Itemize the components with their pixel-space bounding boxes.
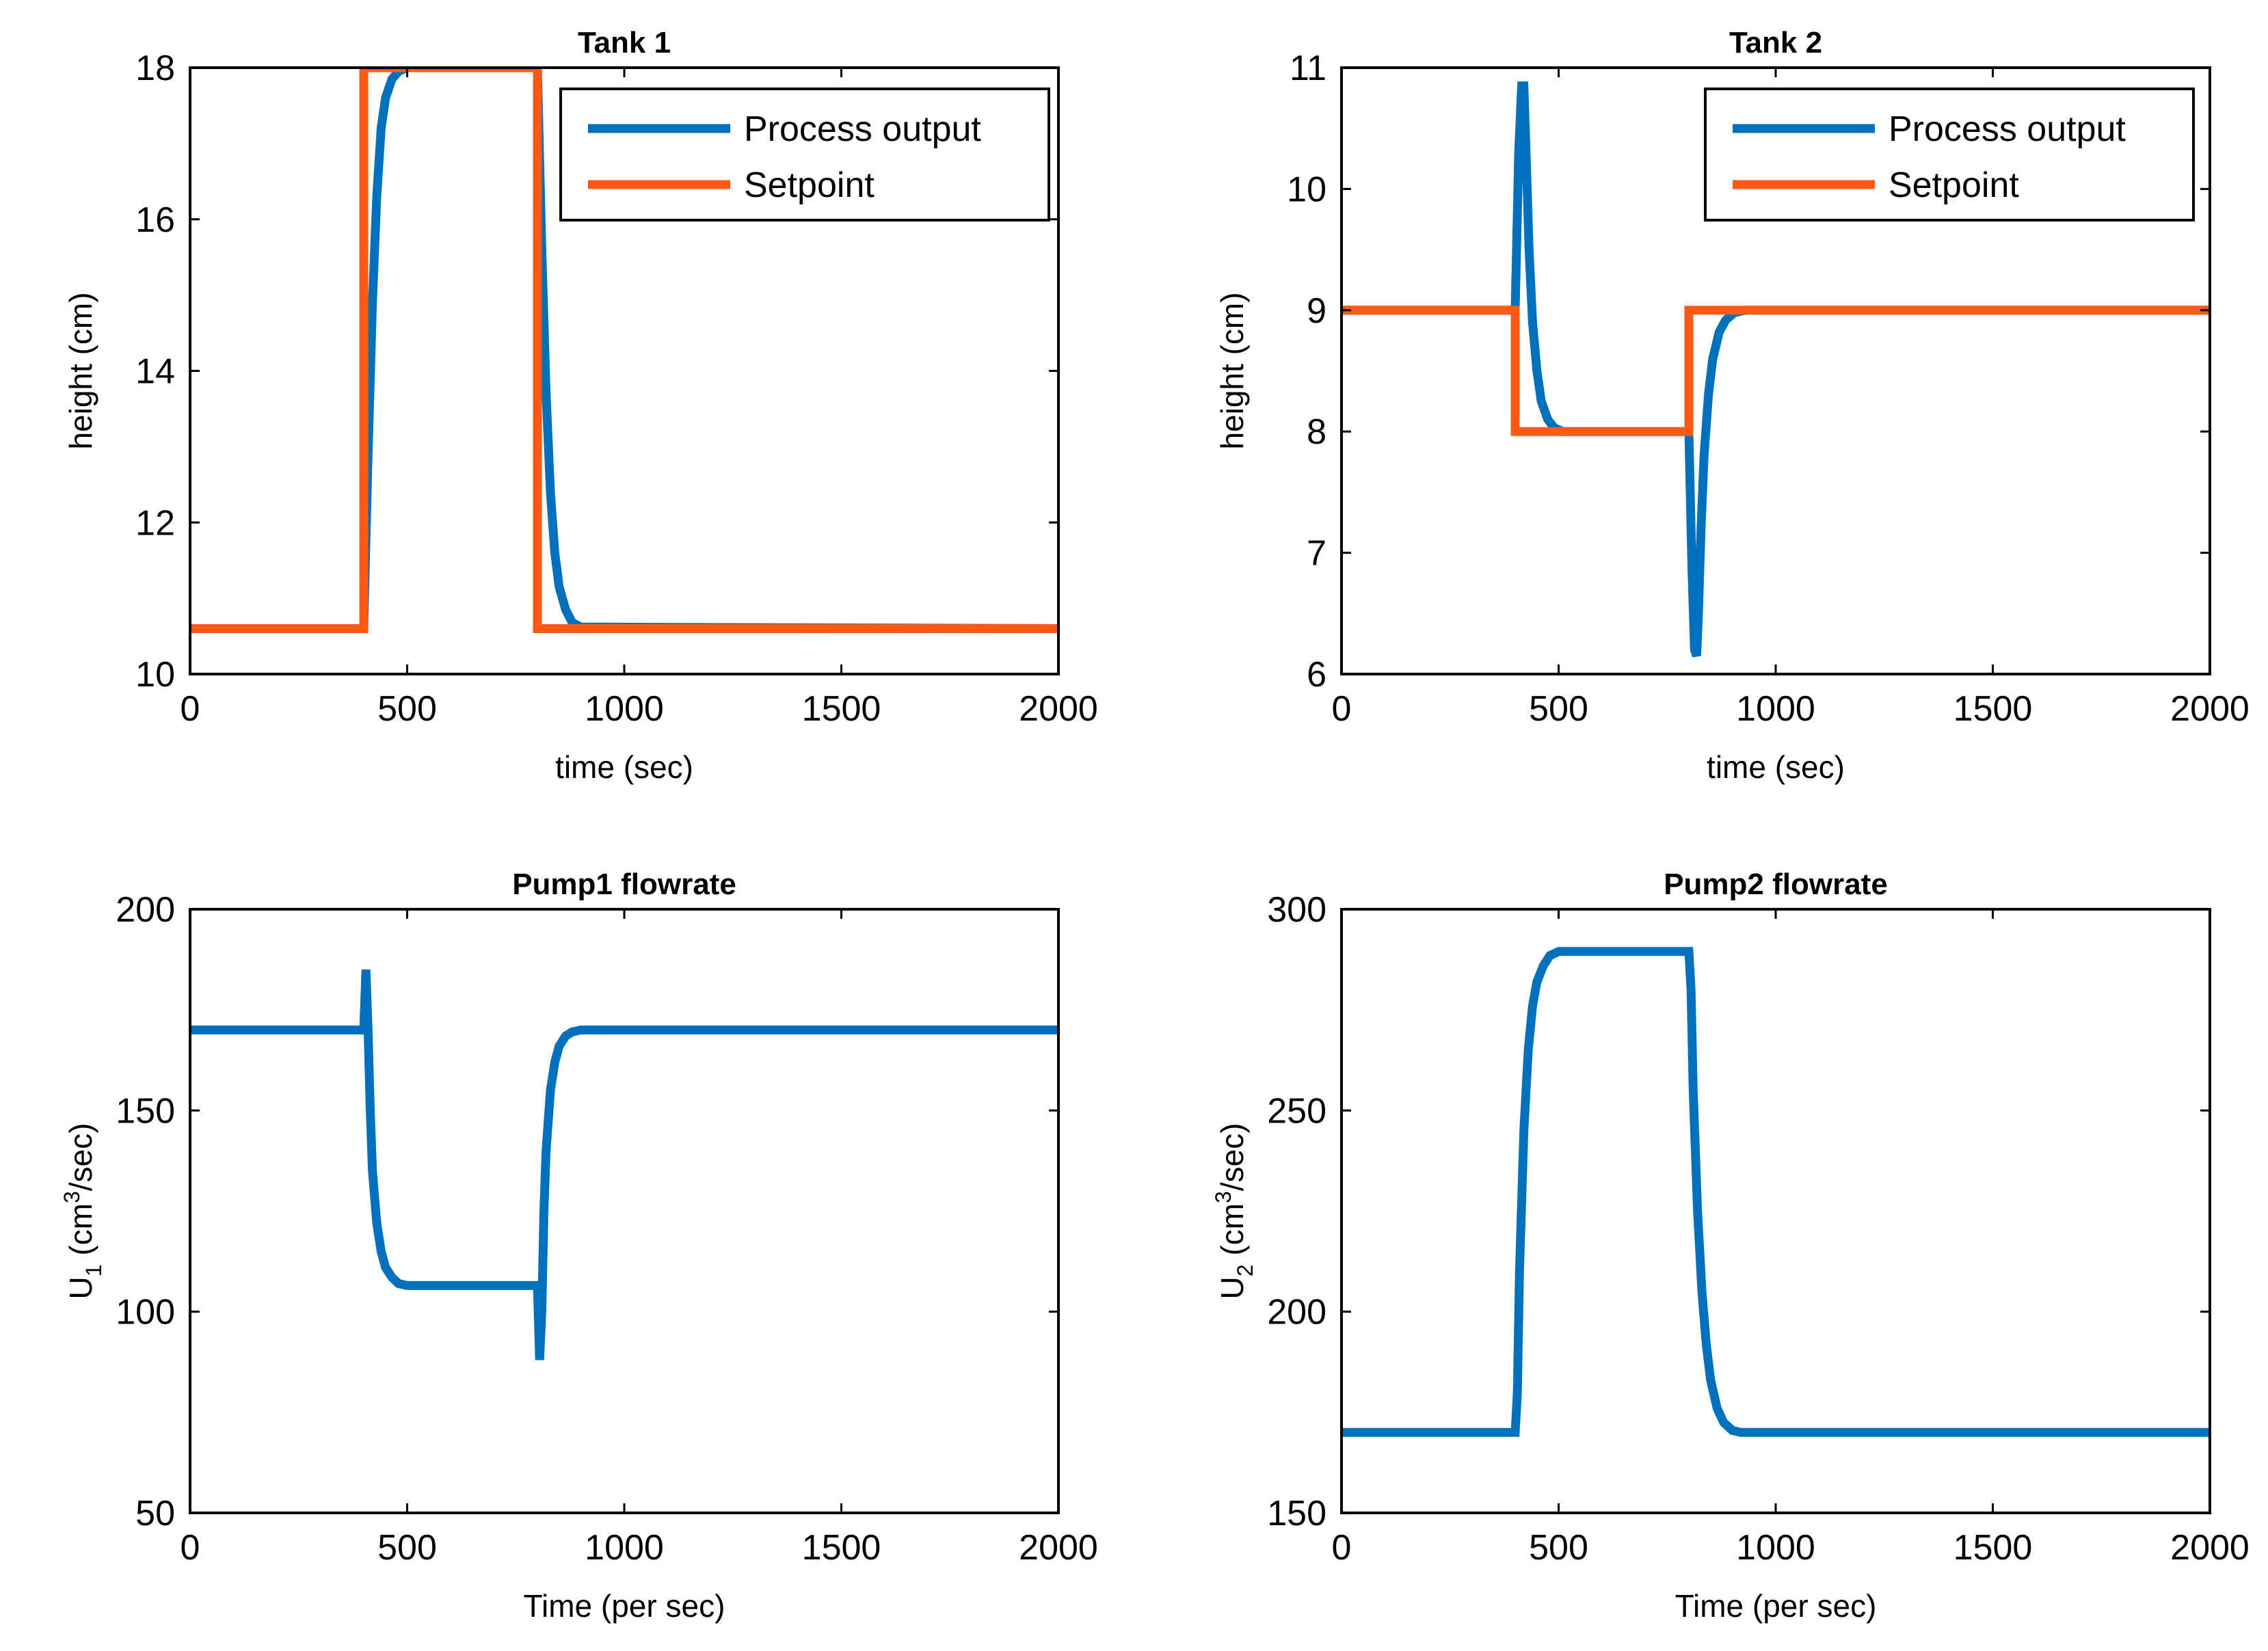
y-tick-label: 12 bbox=[135, 503, 175, 543]
y-tick-label: 11 bbox=[1290, 49, 1326, 88]
legend: Process output Setpoint bbox=[1704, 88, 2195, 222]
series-line-flowrate bbox=[1342, 947, 2210, 1437]
series-line-flowrate bbox=[190, 969, 1058, 1360]
y-axis-label: U2 (cm3/sec) bbox=[1211, 1123, 1257, 1300]
x-tick-label: 2000 bbox=[1019, 689, 1098, 729]
x-axis-label: Time (per sec) bbox=[1675, 1588, 1877, 1624]
y-axis-label: U1 (cm3/sec) bbox=[59, 1123, 106, 1300]
chart-panel-3: 0 500 1000 1500 2000 50 100 150 200 Pump1 flowrat… bbox=[59, 868, 1098, 1624]
y-tick-label: 300 bbox=[1267, 890, 1326, 930]
x-tick-label: 1000 bbox=[1736, 689, 1815, 729]
y-tick-label: 150 bbox=[1267, 1494, 1326, 1533]
y-tick-label: 150 bbox=[116, 1091, 175, 1131]
y-axis-label: height (cm) bbox=[63, 292, 98, 449]
plot-frame bbox=[1340, 908, 2211, 1514]
series-line-setpoint bbox=[190, 68, 1058, 633]
x-axis-label: time (sec) bbox=[555, 749, 693, 785]
chart-title: Pump2 flowrate bbox=[1664, 868, 1888, 901]
x-tick-label: 1500 bbox=[1953, 689, 2033, 729]
legend-label: Process output bbox=[744, 109, 981, 149]
y-tick-label: 250 bbox=[1267, 1091, 1326, 1131]
series-line-setpoint bbox=[1342, 306, 2210, 436]
chart-panel-4: 0 500 1000 1500 2000 150 200 250 300 Pump2 flowra… bbox=[1211, 868, 2250, 1624]
y-tick-label: 14 bbox=[135, 352, 175, 392]
legend-label: Process output bbox=[1889, 109, 2126, 149]
y-tick-label: 10 bbox=[135, 655, 175, 695]
y-tick-label: 200 bbox=[1267, 1293, 1326, 1332]
y-tick-label: 8 bbox=[1307, 412, 1326, 452]
legend-label: Setpoint bbox=[1889, 165, 2019, 205]
x-tick-label: 1500 bbox=[802, 689, 881, 729]
x-tick-label: 1000 bbox=[1736, 1528, 1815, 1568]
x-tick-label: 2000 bbox=[2170, 1528, 2250, 1568]
x-tick-label: 0 bbox=[181, 1528, 200, 1568]
x-tick-label: 500 bbox=[1529, 689, 1588, 729]
x-tick-label: 0 bbox=[1332, 1528, 1352, 1568]
y-tick-label: 6 bbox=[1307, 655, 1326, 695]
y-tick-label: 16 bbox=[135, 200, 175, 240]
x-tick-label: 500 bbox=[377, 1528, 437, 1568]
chart-title: Tank 2 bbox=[1729, 26, 1822, 59]
x-axis-label: Time (per sec) bbox=[524, 1588, 725, 1624]
x-tick-label: 2000 bbox=[1019, 1528, 1098, 1568]
legend-label: Setpoint bbox=[744, 165, 875, 205]
x-tick-label: 1000 bbox=[585, 1528, 664, 1568]
x-tick-label: 1500 bbox=[802, 1528, 881, 1568]
series-line-process-output bbox=[190, 68, 1058, 633]
chart-panel-2: 0 500 1000 1500 2000 6 7 8 9 10 11 Tank 2 time (sec)… bbox=[1214, 26, 2250, 785]
x-tick-label: 2000 bbox=[2170, 689, 2250, 729]
y-tick-label: 18 bbox=[135, 49, 175, 88]
legend: Process output Setpoint bbox=[559, 88, 1050, 222]
y-tick-label: 50 bbox=[135, 1494, 175, 1533]
y-tick-label: 9 bbox=[1307, 291, 1326, 331]
x-tick-label: 0 bbox=[1332, 689, 1352, 729]
y-tick-label: 7 bbox=[1307, 534, 1326, 574]
chart-title: Tank 1 bbox=[578, 26, 671, 59]
x-tick-label: 0 bbox=[181, 689, 200, 729]
x-tick-label: 1000 bbox=[585, 689, 664, 729]
chart-title: Pump1 flowrate bbox=[512, 868, 736, 901]
y-tick-label: 100 bbox=[116, 1293, 175, 1332]
chart-panel-1: 0 500 1000 1500 2000 10 12 14 16 18 Tank 1 time (se… bbox=[63, 26, 1098, 785]
x-tick-label: 1500 bbox=[1953, 1528, 2033, 1568]
legend-box bbox=[559, 88, 1050, 222]
x-axis-label: time (sec) bbox=[1707, 749, 1845, 785]
y-tick-label: 200 bbox=[116, 890, 175, 930]
legend-box bbox=[1704, 88, 2195, 222]
x-tick-label: 500 bbox=[377, 689, 437, 729]
y-tick-label: 10 bbox=[1287, 170, 1326, 209]
plot-frame bbox=[189, 908, 1060, 1514]
y-axis-label: height (cm) bbox=[1214, 292, 1250, 449]
x-tick-label: 500 bbox=[1529, 1528, 1588, 1568]
